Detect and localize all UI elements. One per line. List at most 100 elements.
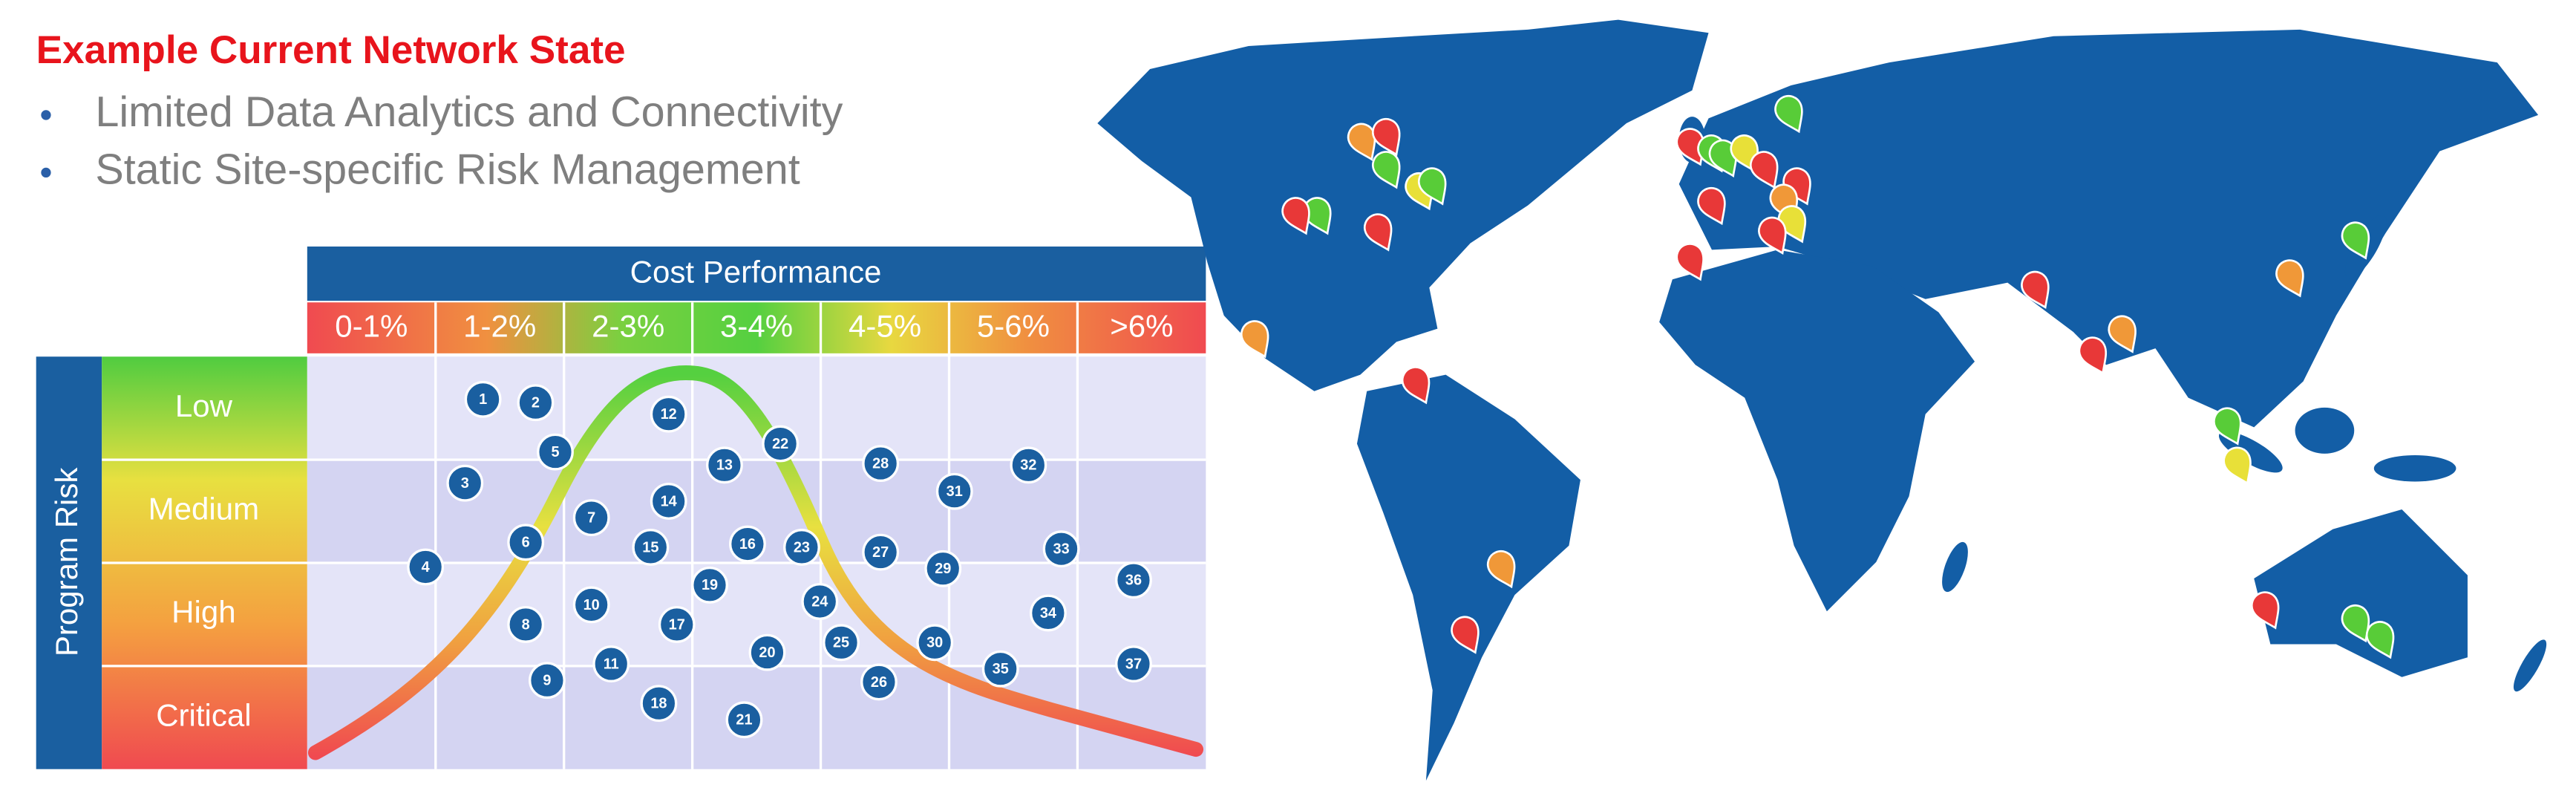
site-pin <box>1486 550 1516 589</box>
item-label: 31 <box>947 483 963 500</box>
site-pin <box>1372 117 1401 157</box>
matrix-header <box>307 246 1206 301</box>
site-pin <box>1451 616 1480 654</box>
row-label: Medium <box>148 492 260 526</box>
item-dot <box>748 633 786 671</box>
africa <box>1659 250 1975 612</box>
site-pin <box>1417 167 1447 206</box>
site-pin <box>1240 320 1269 359</box>
item-dot <box>464 380 502 418</box>
site-pin <box>2341 221 2370 260</box>
site-pin <box>2223 446 2252 485</box>
item-dot <box>537 433 574 471</box>
item-dot <box>592 645 630 682</box>
item-dot <box>517 384 555 422</box>
item-dot <box>1042 530 1080 568</box>
site-pin <box>2250 591 2280 630</box>
row-label: High <box>171 595 235 630</box>
new-guinea <box>2373 455 2456 482</box>
item-dot <box>1115 645 1152 682</box>
site-pin <box>1363 213 1393 252</box>
item-label: 32 <box>1020 457 1036 474</box>
item-label: 22 <box>772 436 788 452</box>
item-label: 6 <box>522 535 530 551</box>
item-label: 18 <box>650 696 667 712</box>
item-dot <box>801 583 839 620</box>
item-label: 21 <box>736 712 752 728</box>
eurasia <box>1678 29 2539 428</box>
item-label: 24 <box>811 593 828 610</box>
site-pin <box>1372 151 1401 189</box>
item-label: 27 <box>872 544 889 561</box>
bullet-dot <box>41 167 51 178</box>
item-dot <box>762 425 800 463</box>
site-pin <box>2108 315 2137 353</box>
item-label: 7 <box>587 509 595 526</box>
item-dot <box>650 483 687 520</box>
column-label: 5-6% <box>977 309 1050 344</box>
north-america <box>1097 19 1709 391</box>
column-band <box>307 302 1206 353</box>
bullet-dot <box>41 110 51 120</box>
item-label: 28 <box>872 455 889 472</box>
item-dot <box>981 650 1019 688</box>
item-label: 2 <box>532 395 540 411</box>
item-label: 9 <box>543 673 551 689</box>
item-label: 26 <box>871 674 887 691</box>
site-pin <box>2341 604 2370 643</box>
row-axis-title: Program Risk <box>49 467 84 657</box>
item-label: 17 <box>669 616 685 633</box>
item-label: 23 <box>794 539 810 555</box>
item-dot <box>729 525 766 563</box>
item-dot <box>823 624 860 662</box>
item-label: 5 <box>551 444 559 460</box>
item-dot <box>862 445 900 482</box>
item-label: 14 <box>661 493 677 509</box>
item-label: 37 <box>1125 656 1142 672</box>
site-pin <box>1774 94 1803 134</box>
site-pin <box>2365 621 2395 659</box>
column-label: 0-1% <box>335 309 408 344</box>
madagascar <box>1942 541 1968 593</box>
item-dot <box>1115 561 1152 599</box>
item-dot <box>446 464 484 502</box>
column-label: 3-4% <box>720 309 793 344</box>
column-label: 1-2% <box>463 309 536 344</box>
item-label: 35 <box>993 661 1009 677</box>
new-zealand <box>2513 639 2547 692</box>
item-label: 19 <box>702 577 718 593</box>
item-label: 33 <box>1053 541 1070 558</box>
item-dot <box>572 586 610 624</box>
row-label: Low <box>175 388 233 423</box>
item-dot <box>529 662 566 700</box>
site-pin <box>1676 243 1704 281</box>
item-dot <box>935 472 973 510</box>
item-dot <box>725 701 763 739</box>
item-dot <box>1030 594 1067 632</box>
item-dot <box>650 395 687 433</box>
item-dot <box>632 529 670 566</box>
site-pin <box>1758 216 1787 255</box>
item-label: 25 <box>833 635 849 651</box>
site-pin <box>2213 407 2242 446</box>
item-dot <box>572 499 610 537</box>
item-label: 4 <box>422 559 430 576</box>
site-pin <box>2078 336 2108 375</box>
item-label: 1 <box>479 391 487 408</box>
column-label: >6% <box>1110 309 1173 344</box>
australia <box>2254 509 2468 677</box>
item-dot <box>1010 446 1047 484</box>
item-dot <box>706 446 743 484</box>
item-label: 12 <box>661 406 677 423</box>
column-label: 2-3% <box>592 309 664 344</box>
item-label: 20 <box>759 645 775 661</box>
site-pin <box>2021 270 2050 310</box>
site-pin <box>1697 186 1726 226</box>
item-dot <box>924 550 962 587</box>
matrix-title: Cost Performance <box>630 255 882 290</box>
bullet: Limited Data Analytics and Connectivity <box>95 88 843 136</box>
column-label: 4-5% <box>849 309 921 344</box>
item-label: 36 <box>1125 573 1142 589</box>
bell-curve <box>307 365 1204 760</box>
